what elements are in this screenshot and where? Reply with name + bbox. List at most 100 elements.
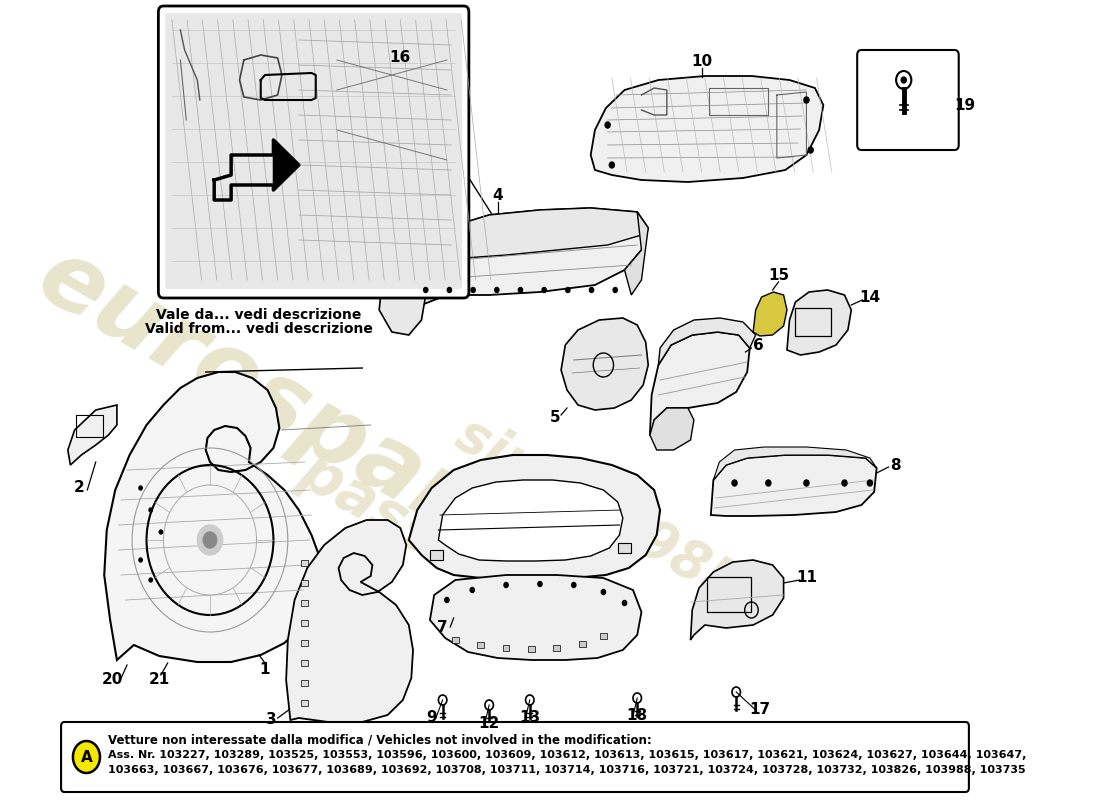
Polygon shape [439,480,623,561]
Text: Vale da... vedi descrizione: Vale da... vedi descrizione [156,308,362,322]
Polygon shape [786,290,851,355]
Polygon shape [650,332,750,435]
Text: 10: 10 [692,54,713,70]
Circle shape [538,582,542,586]
Circle shape [139,558,142,562]
FancyBboxPatch shape [165,13,462,289]
Text: 17: 17 [749,702,770,718]
Circle shape [901,77,906,83]
Polygon shape [591,76,824,182]
Text: 7: 7 [438,621,448,635]
Bar [301,580,308,586]
Bar [301,680,308,686]
Circle shape [868,480,872,486]
Circle shape [565,287,570,293]
Bar [452,637,459,643]
Bar [600,633,607,639]
Text: eurospares: eurospares [21,230,585,610]
Text: Vetture non interessate dalla modifica / Vehicles not involved in the modificati: Vetture non interessate dalla modifica /… [109,734,652,746]
Bar [477,642,484,648]
Polygon shape [754,292,786,336]
Polygon shape [625,212,648,295]
Circle shape [732,480,737,486]
Circle shape [804,97,808,103]
Circle shape [804,480,808,486]
Bar [76,415,103,437]
Polygon shape [405,255,435,320]
Circle shape [471,287,475,293]
FancyBboxPatch shape [158,6,469,298]
Text: 20: 20 [102,673,123,687]
Text: 4: 4 [493,187,503,202]
Text: 15: 15 [768,267,789,282]
Polygon shape [405,208,648,325]
Circle shape [542,287,547,293]
Text: 19: 19 [954,98,976,113]
Text: 18: 18 [627,709,648,723]
Text: 16: 16 [389,50,411,66]
Bar [430,550,443,560]
Bar [795,308,830,336]
Circle shape [808,147,813,153]
Polygon shape [650,408,694,450]
Circle shape [470,587,474,593]
Circle shape [605,122,610,128]
Bar [301,640,308,646]
Polygon shape [691,560,783,640]
Bar [301,620,308,626]
Polygon shape [409,455,660,578]
Text: passion: passion [289,442,537,618]
Polygon shape [286,520,412,722]
Polygon shape [430,575,641,660]
Circle shape [590,287,594,293]
Text: A: A [80,750,92,765]
Polygon shape [714,447,877,480]
FancyBboxPatch shape [62,722,969,792]
Circle shape [572,582,576,587]
Bar [301,660,308,666]
Text: Ass. Nr. 103227, 103289, 103525, 103553, 103596, 103600, 103609, 103612, 103613,: Ass. Nr. 103227, 103289, 103525, 103553,… [109,750,1026,760]
Text: 13: 13 [519,710,540,726]
Polygon shape [417,208,641,262]
Text: 14: 14 [859,290,880,306]
Text: 12: 12 [478,715,499,730]
Circle shape [139,486,142,490]
Text: 103663, 103667, 103676, 103677, 103689, 103692, 103708, 103711, 103714, 103716, : 103663, 103667, 103676, 103677, 103689, … [109,765,1026,775]
Bar [579,641,585,647]
Polygon shape [104,372,321,662]
Circle shape [448,287,451,293]
Circle shape [504,582,508,587]
Bar [301,600,308,606]
Bar [503,645,509,651]
Bar [553,645,560,651]
Polygon shape [561,318,648,410]
FancyBboxPatch shape [857,50,959,150]
Polygon shape [68,405,117,465]
Circle shape [424,287,428,293]
Circle shape [444,598,449,602]
Text: 8: 8 [890,458,901,473]
Polygon shape [274,140,299,190]
Circle shape [842,480,847,486]
Circle shape [613,287,617,293]
Text: 1: 1 [260,662,271,678]
Text: Valid from... vedi descrizione: Valid from... vedi descrizione [145,322,373,336]
Circle shape [623,601,627,606]
Text: 11: 11 [796,570,817,586]
Bar [528,646,535,652]
Bar [707,577,751,612]
Bar [301,700,308,706]
Text: 9: 9 [427,710,437,726]
Bar [618,543,631,553]
Text: 21: 21 [148,673,169,687]
Circle shape [602,590,605,594]
Polygon shape [379,255,426,335]
Circle shape [150,578,153,582]
Circle shape [204,532,217,548]
Circle shape [197,525,222,555]
Bar [301,560,308,566]
Circle shape [73,741,100,773]
Text: 3: 3 [265,713,276,727]
Circle shape [518,287,522,293]
Circle shape [766,480,771,486]
